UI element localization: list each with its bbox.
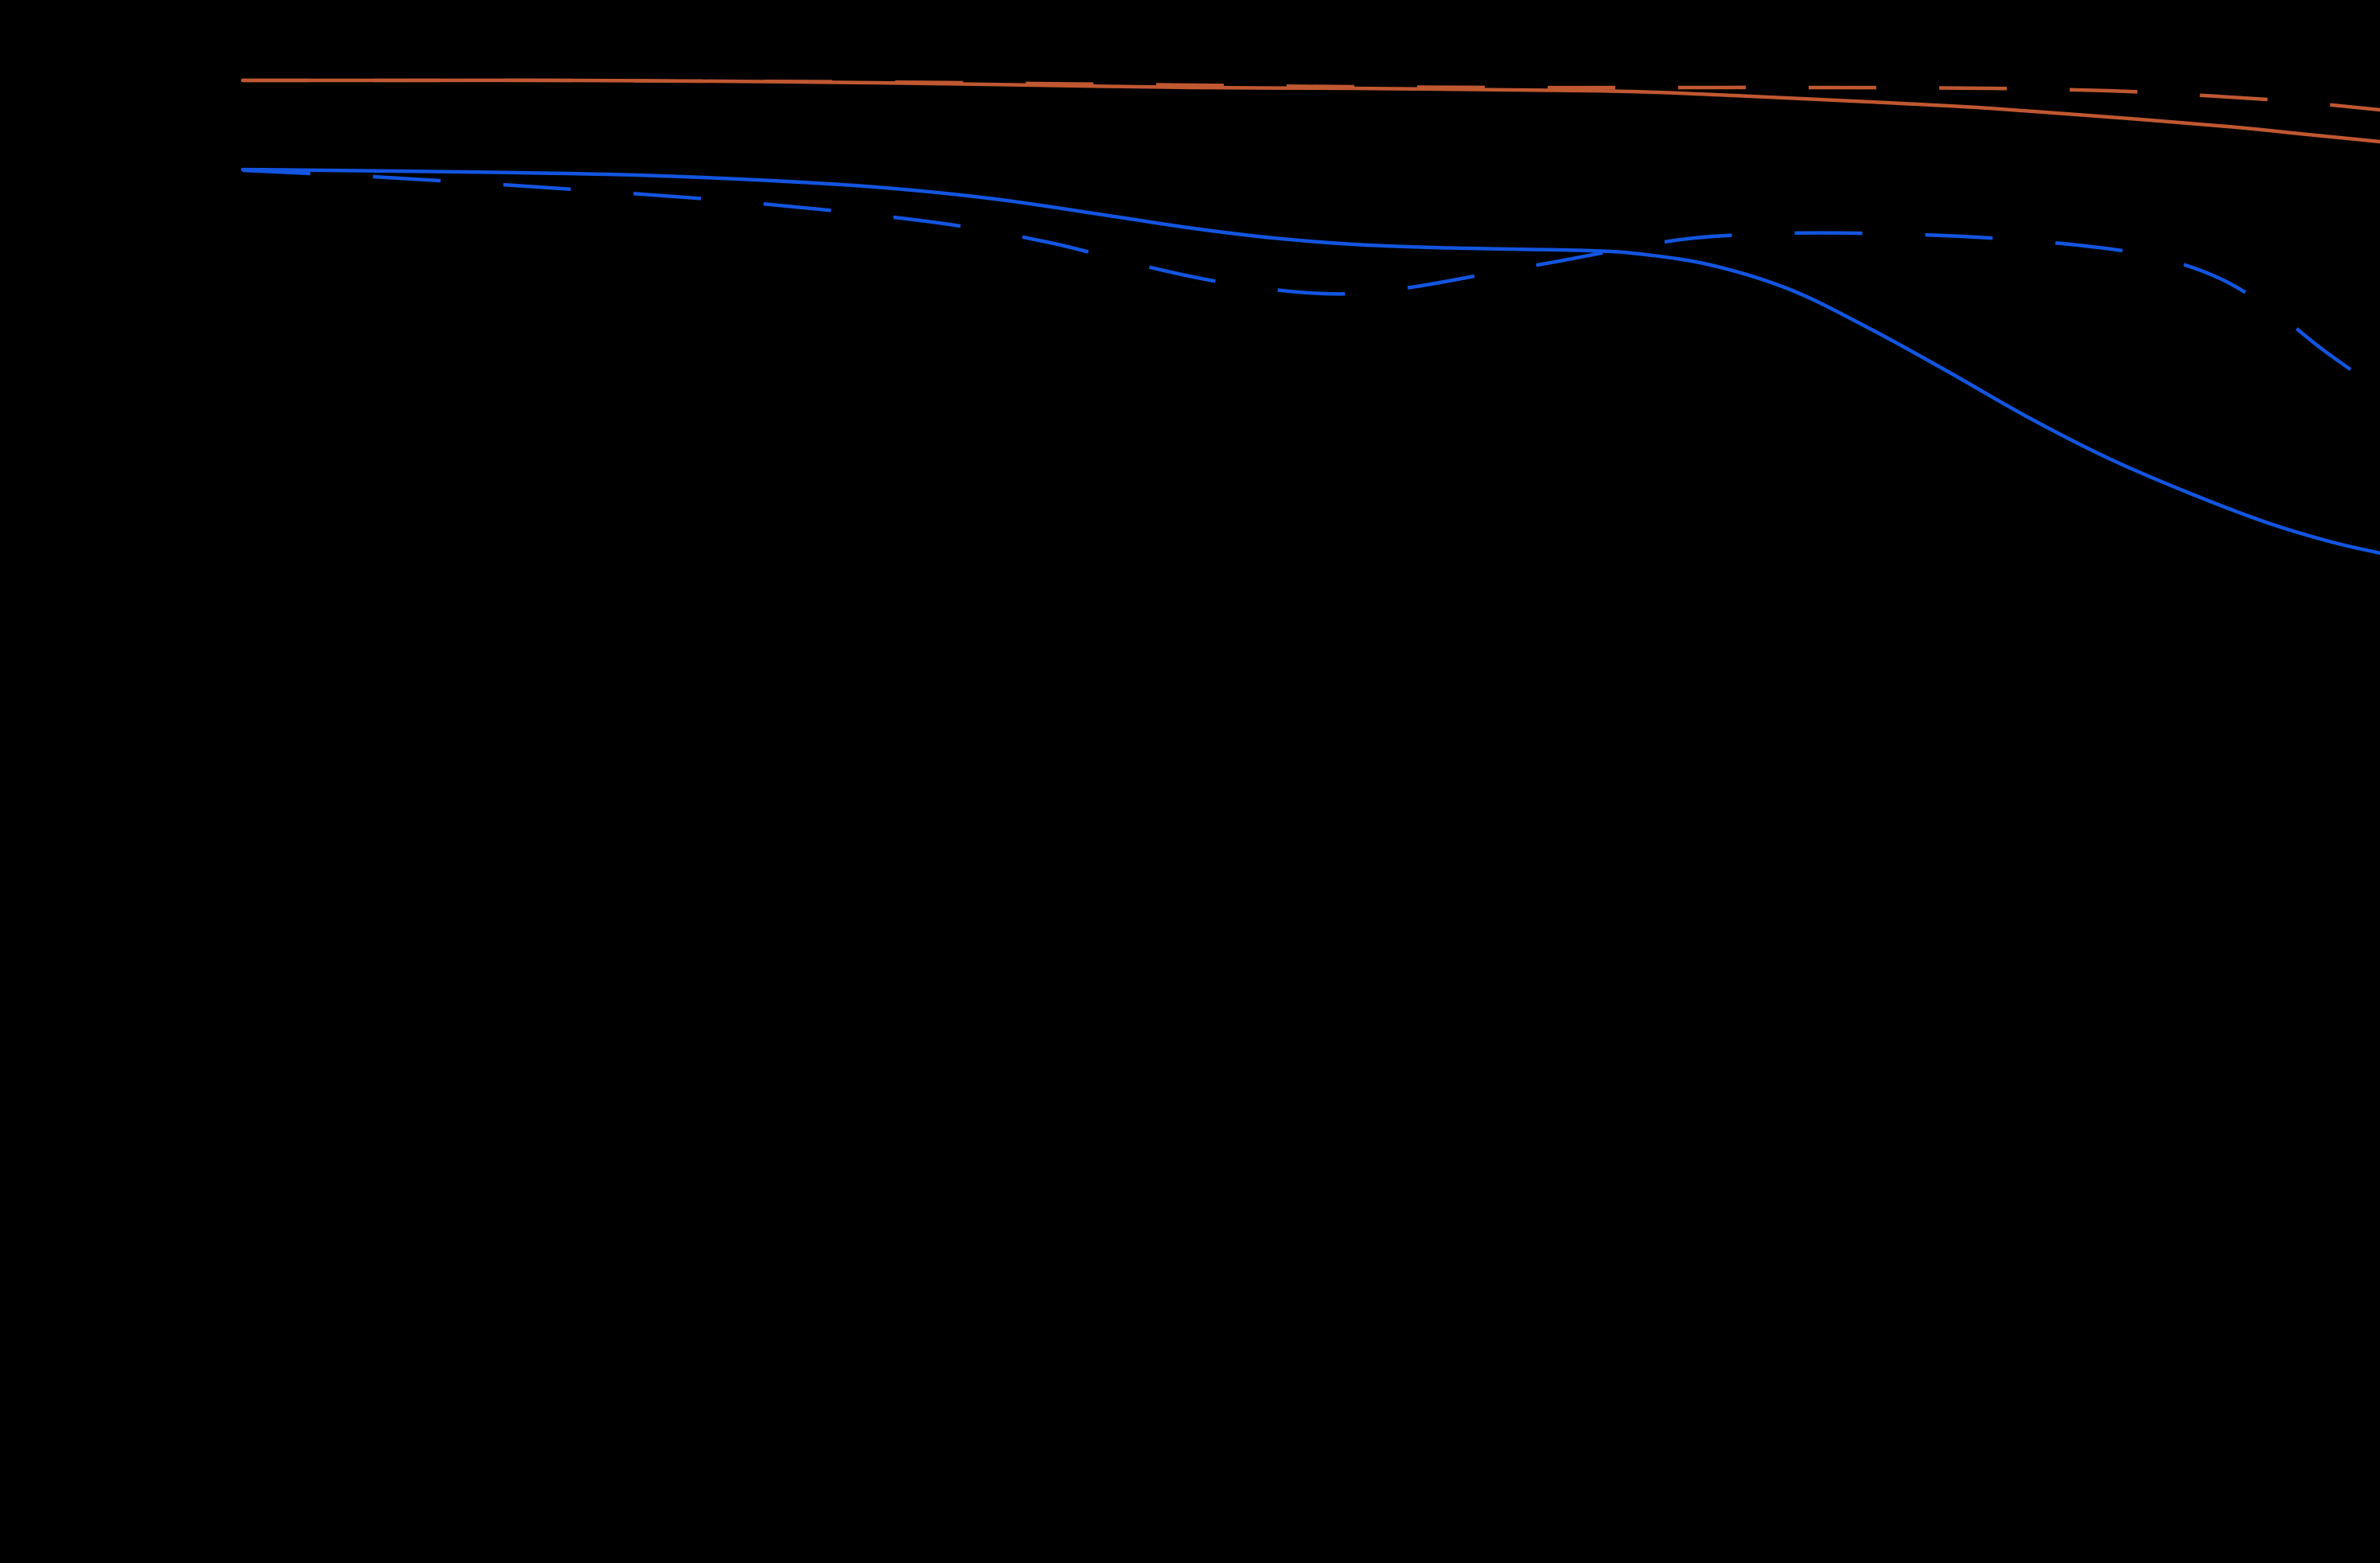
blue-dashed-line — [242, 168, 2380, 392]
blue-solid-line — [240, 167, 2380, 555]
orange-dashed-line — [242, 78, 2380, 112]
